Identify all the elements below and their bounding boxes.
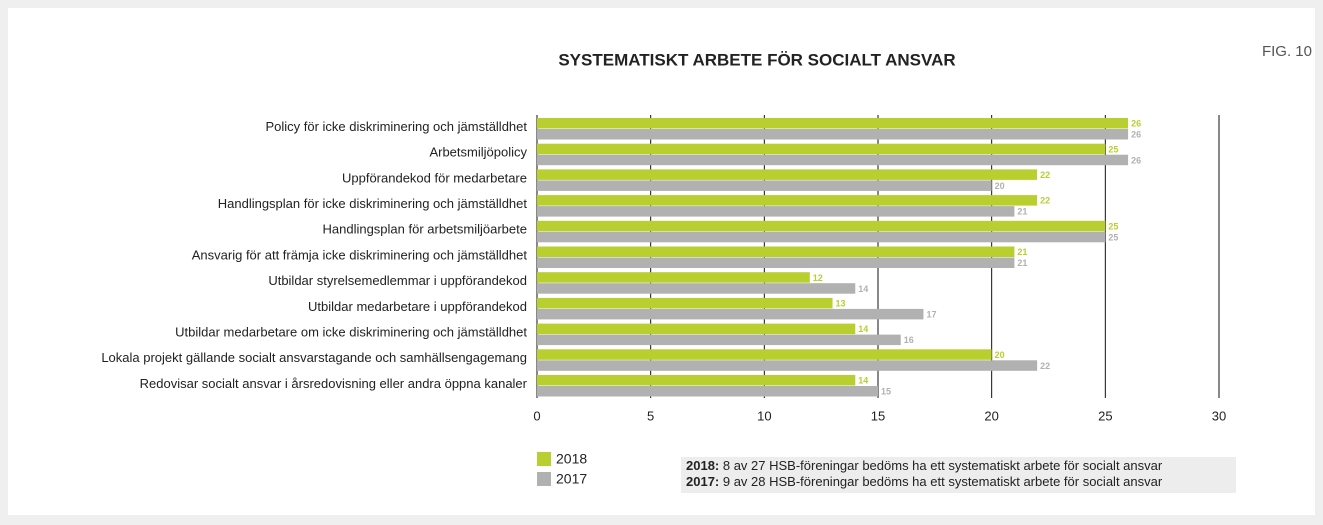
value-label: 21: [1017, 247, 1027, 257]
y-tick-label: Utbildar medarbetare om icke diskriminer…: [175, 325, 527, 340]
bar: [537, 257, 1015, 268]
bar: [537, 334, 901, 346]
value-label: 21: [1017, 258, 1027, 268]
value-label: 25: [1108, 232, 1118, 242]
legend-label: 2018: [556, 451, 587, 467]
y-tick-label: Handlingsplan för arbetsmiljöarbete: [322, 222, 527, 237]
value-label: 22: [1040, 196, 1050, 206]
value-label: 14: [858, 324, 868, 334]
y-tick-label: Uppförandekod för medarbetare: [342, 170, 527, 185]
value-label: 26: [1131, 119, 1141, 129]
y-tick-label: Utbildar styrelsemedlemmar i uppförandek…: [268, 273, 527, 288]
bar: [537, 220, 1106, 232]
value-label: 12: [813, 273, 823, 283]
value-label: 14: [858, 376, 868, 386]
bar: [537, 180, 992, 191]
value-label: 13: [836, 299, 846, 309]
legend-label: 2017: [556, 471, 587, 487]
y-tick-label: Redovisar socialt ansvar i årsredovisnin…: [140, 376, 528, 391]
x-tick-label: 0: [533, 408, 540, 423]
bar: [537, 169, 1038, 180]
value-label: 20: [995, 350, 1005, 360]
bar: [537, 386, 878, 397]
bar: [537, 246, 1015, 257]
value-label: 25: [1108, 144, 1118, 154]
y-tick-label: Arbetsmiljöpolicy: [429, 145, 527, 160]
value-label: 25: [1108, 221, 1118, 231]
x-tick-label: 20: [984, 408, 998, 423]
bar: [537, 360, 1038, 371]
note-text: 9 av 28 HSB-föreningar bedöms ha ett sys…: [719, 474, 1163, 489]
value-label: 26: [1131, 130, 1141, 140]
note-label: 2018:: [686, 458, 719, 473]
bar: [537, 129, 1129, 140]
value-label: 21: [1017, 207, 1027, 217]
bar: [537, 283, 856, 294]
value-label: 17: [926, 310, 936, 320]
bar: [537, 143, 1106, 155]
value-label: 22: [1040, 170, 1050, 180]
chart-title: SYSTEMATISKT ARBETE FÖR SOCIALT ANSVAR: [558, 50, 955, 69]
value-label: 14: [858, 284, 868, 294]
legend-swatch: [537, 452, 551, 466]
bar: [537, 272, 810, 283]
legend-swatch: [537, 472, 551, 486]
x-tick-label: 10: [757, 408, 771, 423]
x-tick-label: 15: [871, 408, 885, 423]
notes-box: [681, 457, 1236, 493]
figure-label: FIG. 10: [1262, 43, 1312, 60]
note-text: 8 av 27 HSB-föreningar bedöms ha ett sys…: [719, 458, 1163, 473]
y-tick-label: Handlingsplan för icke diskriminering oc…: [218, 196, 528, 211]
y-tick-label: Utbildar medarbetare i uppförandekod: [308, 299, 527, 314]
bar: [537, 375, 856, 386]
y-tick-label: Policy för icke diskriminering och jämst…: [265, 119, 527, 134]
bar: [537, 118, 1129, 129]
y-tick-label: Ansvarig för att främja icke diskriminer…: [192, 247, 528, 262]
bar: [537, 349, 992, 360]
note: 2017: 9 av 28 HSB-föreningar bedöms ha e…: [686, 474, 1163, 489]
value-label: 22: [1040, 361, 1050, 371]
note-label: 2017:: [686, 474, 719, 489]
bar: [537, 195, 1038, 206]
value-label: 16: [904, 335, 914, 345]
bar: [537, 154, 1129, 166]
x-tick-label: 30: [1212, 408, 1226, 423]
bar: [537, 206, 1015, 217]
value-label: 26: [1131, 155, 1141, 165]
y-tick-label: Lokala projekt gällande socialt ansvarst…: [101, 350, 527, 365]
x-tick-label: 5: [647, 408, 654, 423]
bar: [537, 231, 1106, 243]
value-label: 20: [995, 181, 1005, 191]
bar: [537, 308, 924, 320]
x-tick-label: 25: [1098, 408, 1112, 423]
value-label: 15: [881, 387, 891, 397]
note: 2018: 8 av 27 HSB-föreningar bedöms ha e…: [686, 458, 1163, 473]
bar: [537, 297, 833, 309]
bar: [537, 323, 856, 335]
